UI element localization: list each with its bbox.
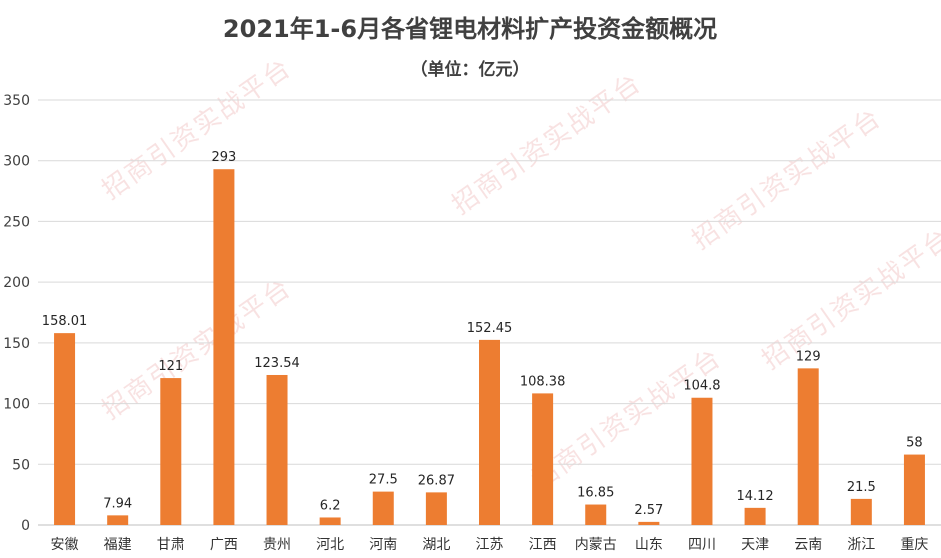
- x-tick-label: 河南: [369, 537, 397, 553]
- bar: [319, 517, 341, 525]
- x-tick-label: 云南: [794, 537, 822, 553]
- data-label: 108.38: [520, 374, 566, 389]
- data-label: 26.87: [418, 473, 455, 488]
- chart-subtitle: （单位：亿元）: [411, 59, 530, 80]
- y-tick-label: 300: [3, 154, 30, 170]
- value-labels: 158.01 7.94 121 293 123.54 6.2 27.5 26.87 152.45…: [42, 150, 923, 518]
- bar: [903, 454, 925, 525]
- y-tick-label: 250: [3, 214, 30, 230]
- bar: [425, 492, 447, 525]
- chart-title: 2021年1-6月各省锂电材料扩产投资金额概况: [223, 15, 717, 43]
- data-label: 58: [906, 436, 923, 451]
- bar: [372, 491, 394, 525]
- y-tick-label: 50: [12, 457, 30, 473]
- bars: [54, 169, 925, 525]
- bar: [479, 339, 500, 525]
- data-label: 152.45: [467, 321, 513, 336]
- x-tick-label: 甘肃: [157, 537, 185, 553]
- x-tick-label: 广西: [210, 537, 238, 553]
- data-label: 121: [158, 359, 183, 374]
- bar: [585, 504, 607, 525]
- bar: [691, 397, 713, 525]
- x-axis-categories: 安徽 福建 甘肃 广西 贵州 河北 河南 湖北 江苏 江西 内蒙古 山东 四川 天津 云南 浙江 重庆: [51, 537, 929, 553]
- y-tick-label: 150: [3, 336, 30, 352]
- bar: [797, 368, 819, 525]
- data-label: 6.2: [320, 498, 341, 513]
- data-label: 123.54: [254, 356, 300, 371]
- y-tick-label: 350: [3, 93, 30, 109]
- x-tick-label: 重庆: [900, 537, 928, 553]
- x-tick-label: 湖北: [422, 537, 450, 553]
- data-label: 129: [796, 349, 821, 364]
- bar: [744, 507, 766, 525]
- x-tick-label: 贵州: [263, 537, 291, 553]
- bar: [54, 333, 76, 525]
- x-tick-label: 四川: [688, 537, 716, 553]
- data-label: 7.94: [103, 496, 132, 511]
- x-tick-label: 天津: [741, 537, 769, 553]
- bar: [532, 393, 554, 525]
- bar: [213, 169, 235, 525]
- y-axis-ticks: 0 50 100 150 200 250 300 350: [3, 93, 30, 534]
- watermark-text: 招商引资实战平台: [687, 103, 888, 256]
- x-tick-label: 安徽: [51, 537, 79, 553]
- data-label: 14.12: [736, 489, 773, 504]
- bar: [638, 521, 660, 525]
- data-label: 16.85: [577, 486, 614, 501]
- watermark-text: 招商引资实战平台: [97, 53, 298, 206]
- watermark-text: 招商引资实战平台: [447, 68, 648, 221]
- x-tick-label: 江西: [529, 537, 557, 553]
- data-label: 104.8: [683, 379, 720, 394]
- x-tick-label: 浙江: [847, 537, 875, 553]
- y-tick-label: 200: [3, 275, 30, 291]
- bar: [266, 374, 288, 525]
- data-label: 27.5: [369, 473, 398, 488]
- data-label: 158.01: [42, 314, 88, 329]
- data-label: 21.5: [847, 480, 876, 495]
- x-tick-label: 山东: [635, 537, 663, 553]
- x-tick-label: 内蒙古: [575, 537, 617, 553]
- y-tick-label: 0: [21, 518, 30, 534]
- x-tick-label: 河北: [316, 537, 344, 553]
- data-label: 293: [211, 150, 236, 165]
- x-tick-label: 江苏: [476, 537, 504, 553]
- watermark-text: 招商引资实战平台: [757, 223, 941, 376]
- bar: [850, 498, 872, 525]
- data-label: 2.57: [634, 503, 663, 518]
- bar: [107, 515, 129, 525]
- y-tick-label: 100: [3, 397, 30, 413]
- bar: [160, 378, 182, 525]
- x-tick-label: 福建: [104, 537, 132, 553]
